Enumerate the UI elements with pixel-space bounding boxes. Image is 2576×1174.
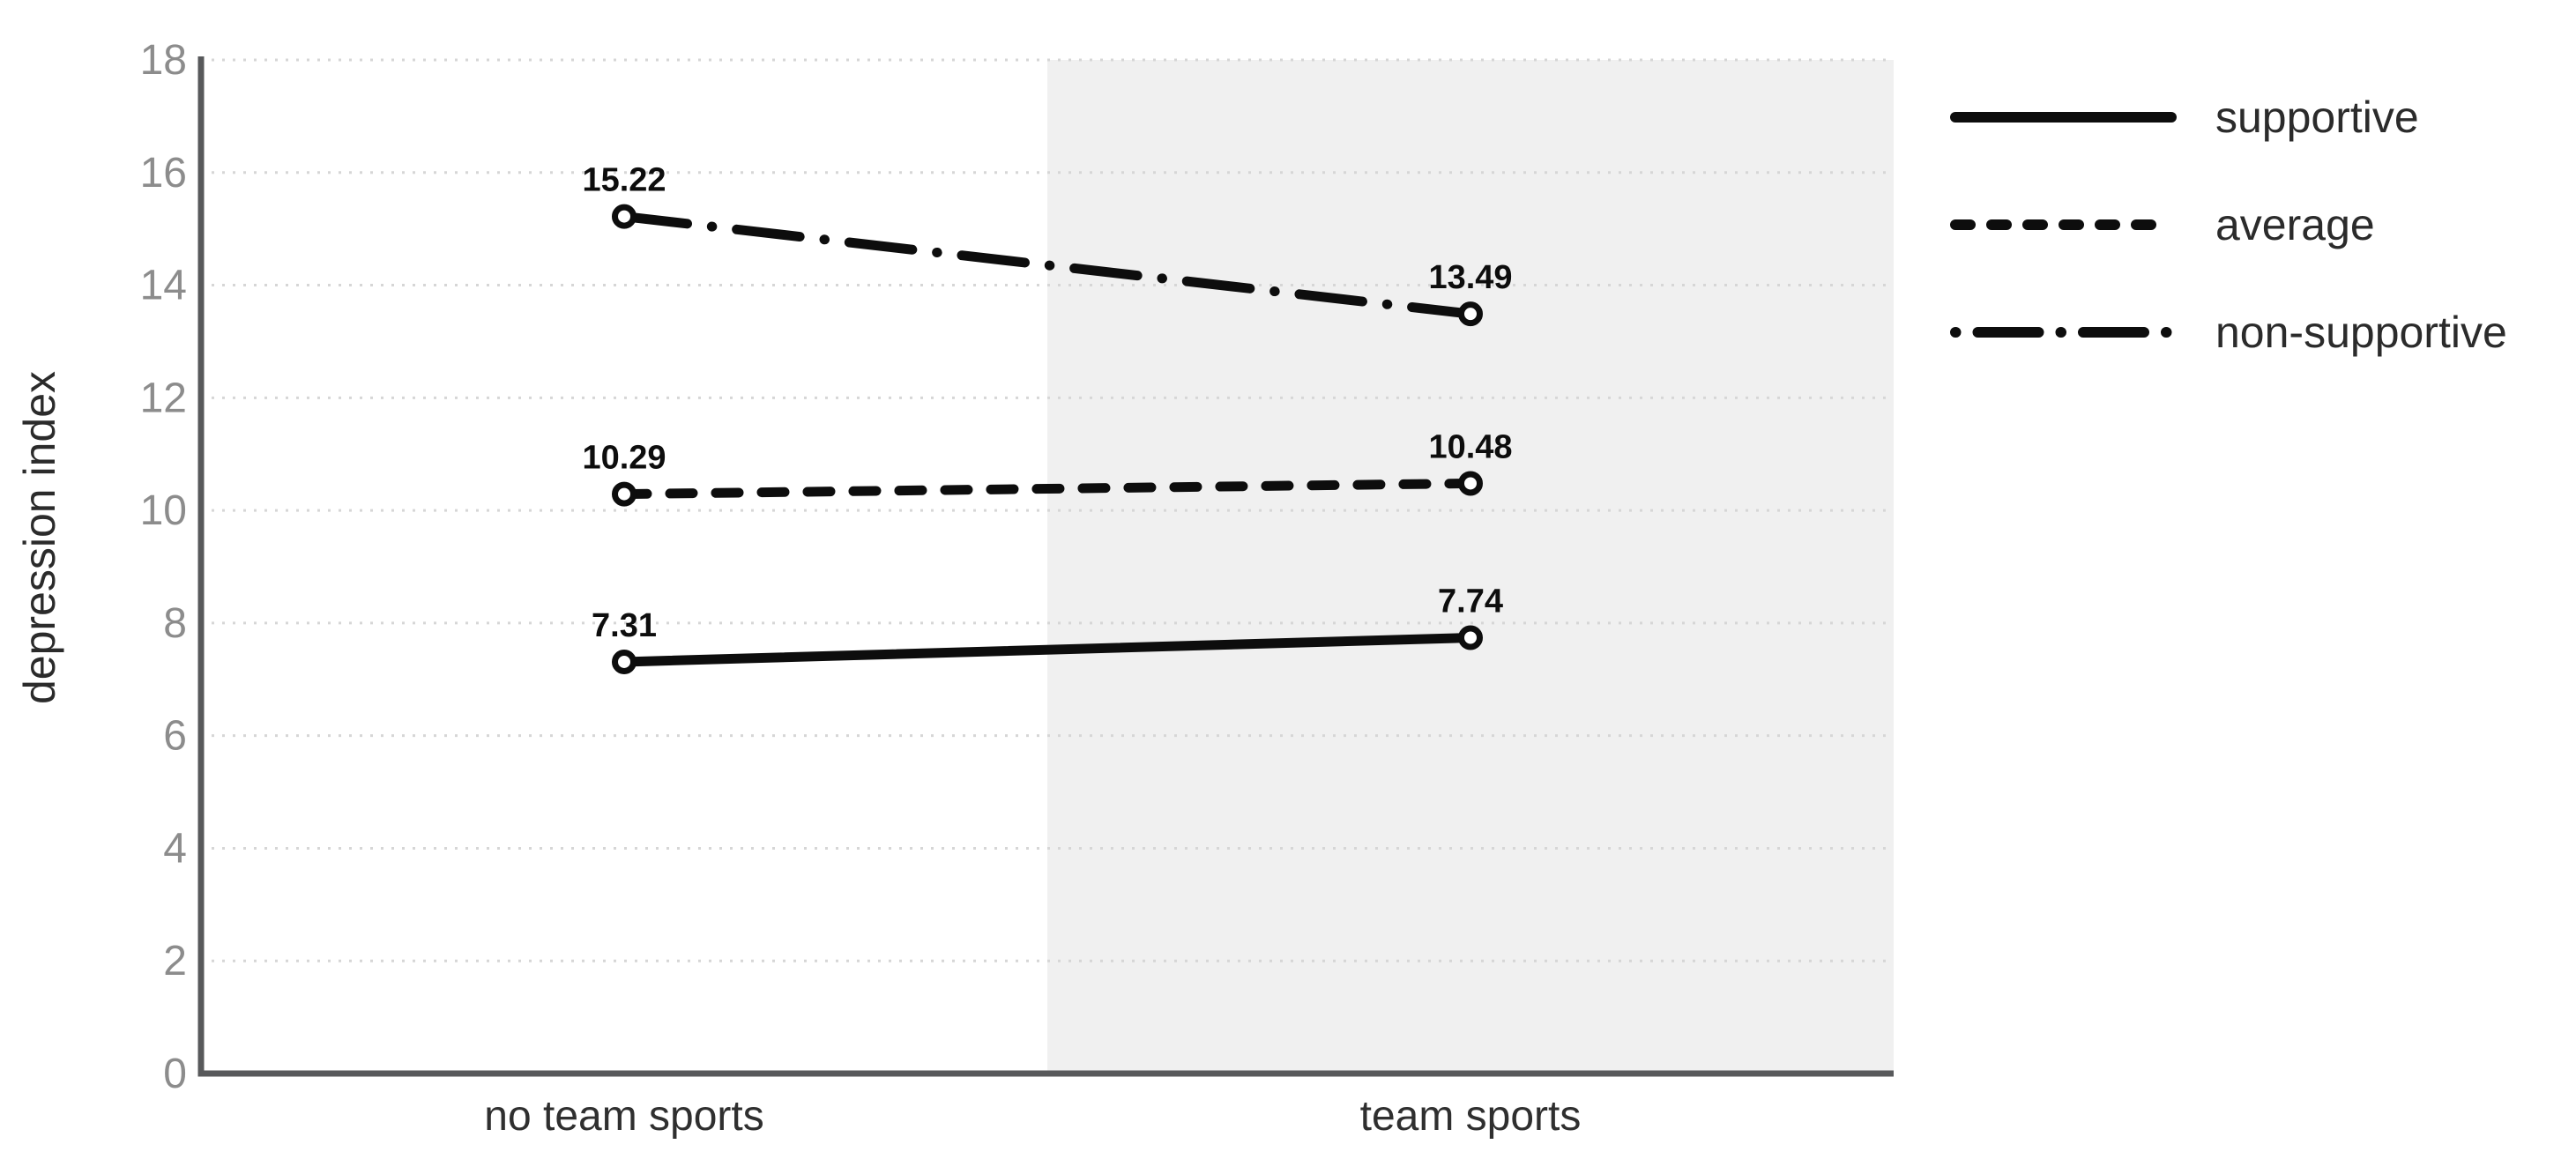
y-axis-title: depression index (15, 371, 64, 704)
series-line-solid (619, 633, 1476, 667)
data-point-label: 7.74 (1438, 583, 1503, 620)
y-tick-label: 2 (163, 938, 187, 985)
data-point-label: 7.31 (592, 607, 657, 644)
data-point-label: 15.22 (582, 162, 666, 199)
series-supportive: 7.31 7.74 (592, 583, 1503, 674)
y-tick-label: 8 (163, 600, 187, 647)
series-line-dashed (619, 478, 1476, 500)
y-tick-label: 16 (140, 150, 187, 197)
series-line-dash-dot (619, 212, 1476, 319)
legend-item-average: average (1950, 200, 2375, 249)
data-point-marker (612, 481, 637, 507)
y-tick-label: 6 (163, 713, 187, 760)
x-category-label: no team sports (484, 1093, 763, 1140)
y-tick-label: 18 (140, 37, 187, 84)
shaded-band-team-sports (1047, 60, 1894, 1074)
data-point-marker (1458, 471, 1483, 496)
data-point-label: 13.49 (1428, 259, 1512, 296)
legend-label: average (2215, 200, 2375, 249)
legend: supportive average non-supportive (1950, 93, 2507, 357)
legend-item-supportive: supportive (1950, 93, 2419, 142)
data-point-label: 10.29 (582, 440, 666, 477)
data-point-label: 10.48 (1428, 428, 1512, 465)
y-tick-label: 0 (163, 1051, 187, 1097)
y-tick-label: 12 (140, 375, 187, 421)
legend-label: non-supportive (2215, 308, 2507, 357)
series-average: 10.29 10.48 (582, 428, 1513, 507)
data-point-marker (1458, 301, 1483, 327)
data-point-marker (612, 649, 637, 674)
legend-label: supportive (2215, 93, 2419, 142)
data-point-marker (612, 204, 637, 229)
y-tick-label: 14 (140, 263, 187, 309)
legend-item-non-supportive: non-supportive (1950, 308, 2507, 357)
data-point-marker (1458, 625, 1483, 650)
x-category-label: team sports (1360, 1093, 1582, 1140)
y-tick-label: 10 (140, 487, 187, 534)
series-non-supportive: 15.22 13.49 (582, 162, 1513, 327)
y-tick-label: 4 (163, 825, 187, 872)
